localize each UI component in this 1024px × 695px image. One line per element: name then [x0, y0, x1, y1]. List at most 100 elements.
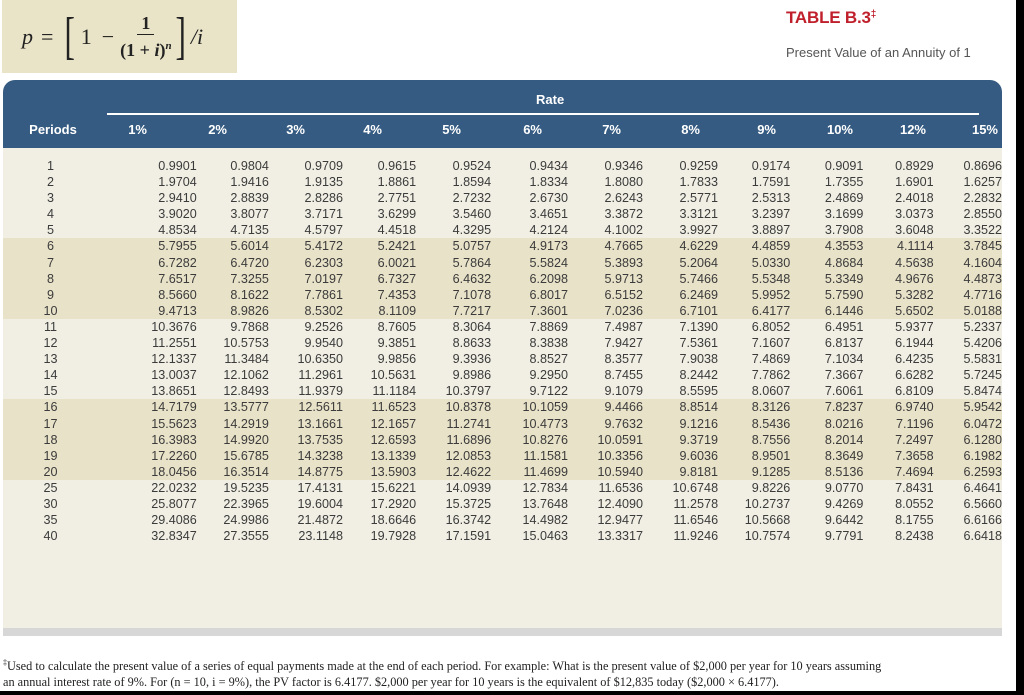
- value-cell: 3.8077: [230, 207, 269, 222]
- value-cell: 11.4699: [523, 464, 569, 479]
- table-row: 4 3.9020 3.8077 3.7171 3.6299 3.5460 3.4651 3.3…: [3, 206, 1002, 222]
- value-cell: 8.7605: [377, 319, 417, 334]
- value-cell: 4.9173: [529, 239, 569, 254]
- period-cell: 6: [46, 239, 54, 254]
- period-cell: 11: [43, 319, 58, 334]
- value-cell: 10.8378: [445, 400, 492, 415]
- value-cell: 16.3742: [445, 513, 492, 528]
- value-cell: 7.4694: [895, 464, 934, 479]
- value-cell: 8.3064: [452, 319, 492, 334]
- value-cell: 3.4651: [529, 207, 569, 222]
- period-cell: 2: [46, 175, 54, 190]
- value-cell: 18.6646: [370, 513, 417, 528]
- value-cell: 9.8181: [679, 464, 719, 479]
- value-cell: 4.3295: [452, 223, 492, 238]
- value-cell: 6.5660: [963, 496, 1002, 511]
- value-cell: 2.8286: [304, 191, 343, 206]
- value-cell: 1.9135: [304, 175, 343, 190]
- value-cell: 7.1390: [679, 319, 719, 334]
- value-cell: 4.7135: [230, 223, 269, 238]
- period-cell: 18: [43, 432, 58, 447]
- value-cell: 8.5302: [304, 303, 343, 318]
- period-cell: 9: [46, 287, 54, 302]
- value-cell: 3.7845: [963, 239, 1002, 254]
- value-cell: 22.3965: [223, 496, 269, 511]
- value-cell: 14.0939: [445, 480, 492, 495]
- value-cell: 11.2578: [673, 496, 719, 511]
- value-cell: 4.9676: [895, 271, 934, 286]
- value-cell: 9.1285: [751, 464, 791, 479]
- table-row: 6 5.7955 5.6014 5.4172 5.2421 5.0757 4.9173 4.7…: [3, 238, 1002, 254]
- value-cell: 8.3649: [824, 448, 864, 463]
- value-cell: 1.7591: [751, 175, 791, 190]
- value-cell: 10.5668: [744, 513, 791, 528]
- value-cell: 8.8514: [679, 400, 719, 415]
- value-cell: 1.6257: [963, 175, 1002, 190]
- value-cell: 11.1581: [523, 448, 569, 463]
- value-cell: 4.8534: [158, 223, 197, 238]
- period-cell: 14: [43, 368, 58, 383]
- value-cell: 9.6036: [679, 448, 719, 463]
- table-row: 10 9.4713 8.9826 8.5302 8.1109 7.7217 7.3601 7.…: [3, 303, 1002, 319]
- value-cell: 10.7574: [744, 529, 791, 544]
- rate-header: 9%: [757, 122, 776, 137]
- value-cell: 9.7632: [604, 416, 644, 431]
- value-cell: 1.9704: [158, 175, 197, 190]
- table-row: 7 6.7282 6.4720 6.2303 6.0021 5.7864 5.5824 5.3…: [3, 255, 1002, 271]
- value-cell: 12.0853: [445, 448, 492, 463]
- value-cell: 15.6785: [223, 448, 269, 463]
- value-cell: 5.9542: [963, 400, 1002, 415]
- period-cell: 10: [43, 303, 58, 318]
- table-row: 12 11.2551 10.5753 9.9540 9.3851 8.8633 8.3838…: [3, 335, 1002, 351]
- table-row: 40 32.8347 27.3555 23.1148 19.7928 17.1591 15.…: [3, 528, 1002, 544]
- value-cell: 8.3577: [604, 352, 644, 367]
- value-cell: 3.3872: [604, 207, 644, 222]
- value-cell: 6.1982: [963, 448, 1002, 463]
- value-cell: 7.7862: [751, 368, 791, 383]
- value-cell: 1.8861: [377, 175, 417, 190]
- period-cell: 13: [43, 352, 58, 367]
- value-cell: 6.4641: [963, 480, 1002, 495]
- value-cell: 8.1109: [378, 303, 417, 318]
- row-group: 6 5.7955 5.6014 5.4172 5.2421 5.0757 4.9173 4.7…: [3, 238, 1002, 319]
- value-cell: 5.0757: [452, 239, 492, 254]
- value-cell: 2.6243: [604, 191, 644, 206]
- value-cell: 6.5152: [604, 287, 644, 302]
- period-cell: 15: [43, 384, 58, 399]
- value-cell: 14.4982: [522, 513, 569, 528]
- value-cell: 4.6229: [679, 239, 719, 254]
- value-cell: 8.2438: [895, 529, 934, 544]
- value-cell: 5.5824: [529, 255, 569, 270]
- value-cell: 5.7466: [679, 271, 719, 286]
- value-cell: 6.8052: [751, 319, 791, 334]
- value-cell: 5.9377: [895, 319, 934, 334]
- value-cell: 11.2551: [152, 336, 197, 351]
- value-cell: 1.9416: [230, 175, 269, 190]
- value-cell: 5.9952: [751, 287, 791, 302]
- bottom-edge: [0, 691, 1024, 695]
- value-cell: 3.9927: [679, 223, 719, 238]
- value-cell: 0.9804: [230, 159, 269, 173]
- table-row: 30 25.8077 22.3965 19.6004 17.2920 15.3725 13.…: [3, 496, 1002, 512]
- value-cell: 1.8334: [529, 175, 569, 190]
- value-cell: 3.1699: [824, 207, 864, 222]
- value-cell: 6.2303: [304, 255, 343, 270]
- footnote-line-2: an annual interest rate of 9%. For (n = …: [3, 675, 779, 690]
- value-cell: 6.4632: [452, 271, 492, 286]
- value-cell: 23.1148: [298, 529, 343, 544]
- rate-header: 1%: [128, 122, 147, 137]
- value-cell: 4.1002: [604, 223, 644, 238]
- value-cell: 8.0216: [824, 416, 864, 431]
- value-cell: 10.3797: [445, 384, 492, 399]
- formula-denominator: (1 + i)n: [120, 40, 172, 60]
- period-cell: 17: [43, 416, 58, 431]
- annuity-table: Rate Periods 1% 2% 3% 4% 5% 6% 7% 8% 9% …: [3, 80, 1002, 636]
- value-cell: 8.8633: [452, 336, 492, 351]
- value-cell: 7.9427: [604, 336, 644, 351]
- value-cell: 22.0232: [151, 480, 197, 495]
- value-cell: 4.2124: [529, 223, 569, 238]
- value-cell: 1.8594: [452, 175, 492, 190]
- value-cell: 13.1339: [370, 448, 417, 463]
- value-cell: 8.9826: [230, 303, 269, 318]
- rate-header: 8%: [681, 122, 700, 137]
